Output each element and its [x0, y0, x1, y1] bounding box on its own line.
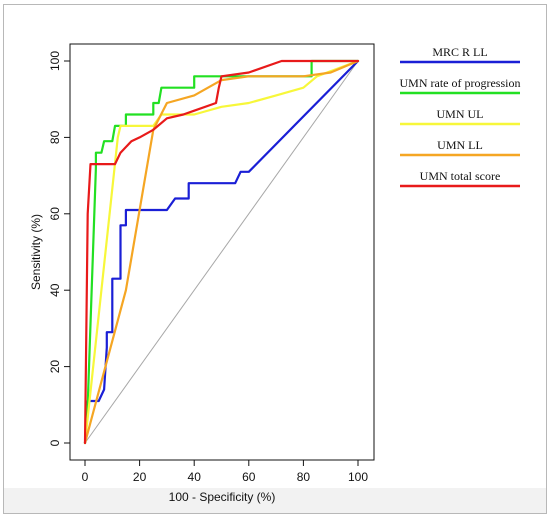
legend-label-umn-rate-of-progression: UMN rate of progression [400, 76, 521, 90]
reference-diagonal [84, 60, 359, 444]
roc-curves [83, 59, 360, 445]
y-axis-label: Sensitivity (%) [29, 214, 43, 290]
x-tick-label: 40 [188, 470, 202, 484]
x-tick-label: 0 [82, 470, 89, 484]
x-tick-label: 60 [242, 470, 256, 484]
y-tick-label: 80 [48, 130, 62, 144]
y-tick-label: 40 [48, 283, 62, 297]
legend-label-mrc-r-ll: MRC R LL [432, 45, 487, 59]
x-axis-label: 100 - Specificity (%) [169, 490, 276, 504]
diagonal-line [84, 60, 359, 444]
axes: 0 20 40 60 80 100 0 20 40 60 80 100 [48, 51, 368, 484]
y-tick-label: 0 [48, 439, 62, 446]
x-tick-label: 80 [297, 470, 311, 484]
legend-label-umn-ll: UMN LL [437, 138, 483, 152]
curve-mrc-r-ll [83, 59, 360, 445]
x-tick-label: 20 [133, 470, 147, 484]
curve-umn-rate-of-progression [83, 59, 360, 445]
legend: MRC R LL UMN rate of progression UMN UL UMN… [400, 45, 521, 188]
legend-label-umn-ul: UMN UL [437, 107, 484, 121]
y-tick-label: 20 [48, 360, 62, 374]
y-tick-label: 60 [48, 207, 62, 221]
y-tick-label: 100 [48, 51, 62, 71]
x-tick-label: 100 [348, 470, 368, 484]
curve-umn-total-score [83, 59, 360, 445]
bottom-strip [4, 488, 546, 513]
curve-umn-ul [83, 59, 360, 445]
legend-label-umn-total-score: UMN total score [420, 169, 501, 183]
